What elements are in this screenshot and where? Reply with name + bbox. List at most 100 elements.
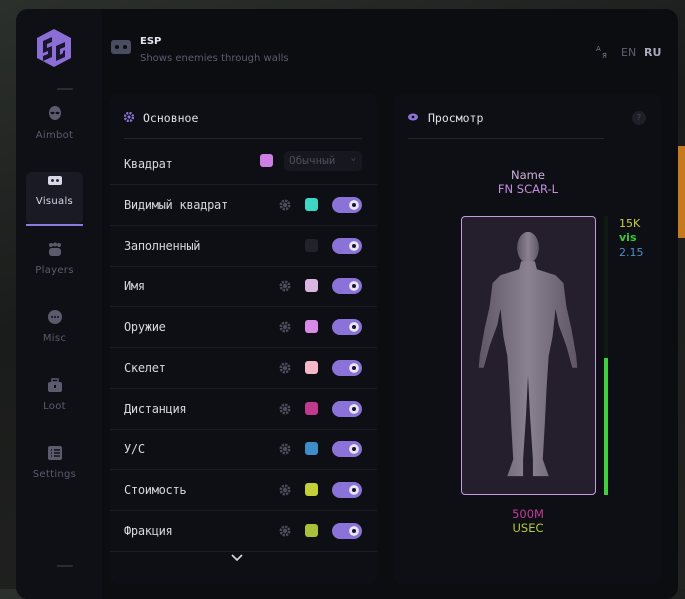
preview-visibility: vis (619, 231, 637, 244)
language-en[interactable]: EN (621, 46, 637, 59)
chevron-down-icon: ⌄ (350, 153, 356, 163)
player-model-image (478, 231, 578, 477)
help-button[interactable]: ? (632, 111, 646, 125)
toggle-switch[interactable] (332, 522, 362, 539)
preview-value: 15K (619, 217, 641, 230)
divider (408, 138, 604, 139)
toggle-switch[interactable] (332, 197, 362, 213)
preview-weapon: FN SCAR-L (497, 182, 559, 196)
gear-icon (124, 112, 134, 122)
color-swatch[interactable] (260, 154, 273, 167)
setting-row: Имя (110, 266, 377, 308)
divider (124, 138, 362, 139)
color-swatch[interactable] (305, 198, 318, 211)
sidebar-item-label: Misc (42, 333, 67, 344)
setting-row: Дистанция (110, 389, 377, 430)
gear-icon[interactable] (279, 403, 291, 415)
health-bar-fill (604, 358, 608, 495)
preview-distance: 500M (512, 507, 544, 521)
color-swatch[interactable] (305, 442, 318, 456)
color-swatch[interactable] (305, 401, 318, 415)
users-icon (48, 242, 61, 256)
sidebar-item-label: Settings (32, 469, 77, 480)
preview-name: Name (511, 168, 545, 182)
color-swatch[interactable] (305, 320, 318, 334)
sidebar-item-loot[interactable]: Loot (26, 377, 83, 429)
sidebar-item-settings[interactable]: Settings (26, 445, 83, 497)
setting-label: Видимый квадрат (124, 198, 228, 212)
page-title: ESP (140, 36, 162, 47)
setting-row: Видимый квадрат (110, 185, 377, 226)
setting-row: Скелет (110, 348, 377, 389)
section-title: Просмотр (428, 111, 484, 125)
preview-faction: USEC (512, 521, 544, 535)
main-settings-panel: Основное Квадрат Обычный ⌄ Видимый квадра… (110, 94, 377, 584)
background-element (676, 146, 685, 238)
toggle-switch[interactable] (332, 359, 362, 376)
language-ru[interactable]: RU (644, 46, 662, 59)
preview-panel: Просмотр ? Name FN SCAR-L 15K vis 2.15 5… (394, 94, 661, 584)
sidebar-item-label: Visuals (35, 196, 74, 207)
color-swatch[interactable] (305, 360, 318, 374)
toggle-switch[interactable] (332, 400, 362, 417)
color-swatch[interactable] (305, 523, 318, 537)
setting-row: Оружие (110, 307, 377, 349)
color-swatch[interactable] (305, 482, 318, 496)
setting-label: Скелет (124, 360, 166, 375)
alien-icon (48, 106, 61, 120)
preview-box (461, 216, 596, 495)
color-swatch[interactable] (305, 238, 318, 252)
color-swatch[interactable] (305, 279, 318, 293)
divider (57, 565, 73, 567)
vr-headset-icon (47, 176, 62, 185)
setting-label: Стоимость (124, 482, 187, 497)
logo-icon (37, 29, 71, 67)
sidebar-item-aimbot[interactable]: Aimbot (26, 106, 83, 158)
setting-label: Фракция (124, 523, 173, 538)
gear-icon[interactable] (279, 199, 291, 211)
app-window: Aimbot Visuals Players Misc Loot Settings ESP… (16, 9, 678, 599)
dots-icon (47, 310, 62, 324)
gear-icon[interactable] (279, 525, 291, 537)
gear-icon[interactable] (279, 321, 291, 333)
scroll-down-chevron-icon[interactable] (231, 554, 243, 562)
list-icon (47, 446, 62, 460)
toggle-switch[interactable] (332, 237, 362, 254)
setting-label: Дистанция (124, 401, 187, 416)
sidebar-item-visuals[interactable]: Visuals (26, 172, 83, 226)
health-bar (604, 216, 608, 495)
gear-icon[interactable] (279, 280, 291, 292)
setting-label: Заполненный (124, 238, 201, 253)
sidebar-item-players[interactable]: Players (26, 241, 83, 293)
sidebar-item-label: Aimbot (35, 130, 74, 141)
setting-label: Имя (124, 279, 145, 294)
setting-label: Квадрат (124, 157, 173, 171)
svg-text:Я: Я (602, 52, 607, 58)
page-subtitle: Shows enemies through walls (140, 53, 289, 64)
gear-icon[interactable] (279, 362, 291, 374)
gear-icon[interactable] (279, 484, 291, 496)
setting-row: Фракция (110, 511, 377, 552)
setting-row-box: Квадрат Обычный ⌄ (110, 144, 377, 185)
box-mode-select[interactable]: Обычный ⌄ (284, 151, 362, 171)
sidebar-item-misc[interactable]: Misc (26, 309, 83, 361)
setting-row: Заполненный (110, 226, 377, 267)
sidebar-item-label: Loot (43, 401, 66, 412)
setting-row: У/С (110, 429, 377, 471)
section-title: Основное (143, 111, 199, 125)
vr-headset-icon (111, 40, 131, 54)
setting-row: Стоимость (110, 470, 377, 511)
sidebar: Aimbot Visuals Players Misc Loot Settings (16, 9, 102, 599)
preview-kd: 2.15 (619, 246, 644, 259)
svg-text:A: A (596, 45, 601, 53)
toolbox-icon (47, 378, 62, 392)
gear-icon[interactable] (279, 443, 291, 455)
setting-label: Оружие (124, 320, 166, 335)
translate-icon: AЯ (596, 45, 607, 58)
toggle-switch[interactable] (332, 278, 362, 295)
divider (57, 88, 73, 90)
setting-label: У/С (124, 442, 145, 457)
toggle-switch[interactable] (332, 319, 362, 336)
toggle-switch[interactable] (332, 481, 362, 498)
toggle-switch[interactable] (332, 441, 362, 458)
